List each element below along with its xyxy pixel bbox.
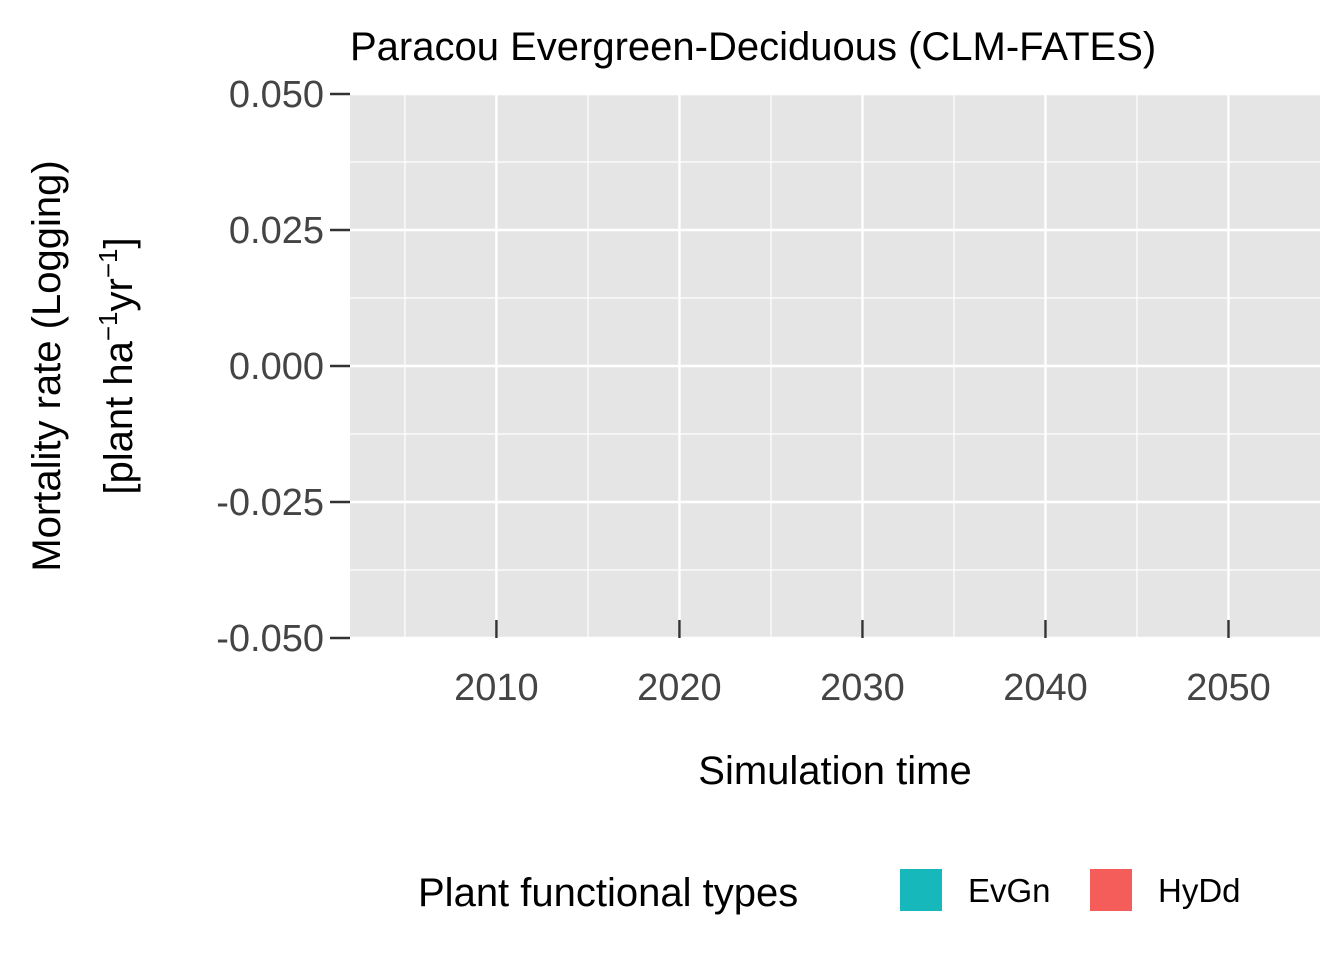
y-unit-close: ] (97, 237, 141, 248)
x-axis: 2010 2020 2030 2040 2050 (454, 620, 1271, 709)
y-unit-sup2: −1 (93, 249, 123, 279)
y-tick-label: 0.050 (229, 74, 324, 116)
y-unit-sup1: −1 (93, 311, 123, 341)
x-tick-label: 2010 (454, 667, 539, 709)
y-tick-label: 0.025 (229, 210, 324, 252)
y-unit-open: [plant ha (97, 340, 141, 494)
legend-label-hydd: HyDd (1158, 872, 1241, 909)
x-axis-title: Simulation time (698, 749, 971, 793)
legend-key-evgn (898, 867, 944, 913)
legend-title: Plant functional types (418, 871, 798, 915)
x-tick-label: 2040 (1003, 667, 1088, 709)
chart-title: Paracou Evergreen-Deciduous (CLM-FATES) (350, 25, 1156, 69)
x-tick-label: 2030 (820, 667, 905, 709)
y-axis-title: Mortality rate (Logging) [plant ha−1yr−1… (25, 160, 141, 571)
legend-key-hydd (1088, 867, 1134, 913)
y-axis: 0.050 0.025 0.000 -0.025 -0.050 (216, 74, 350, 660)
legend: Plant functional types EvGn HyDd (418, 867, 1241, 915)
y-unit-mid: yr (97, 278, 141, 311)
y-tick-label: -0.025 (216, 482, 324, 524)
y-axis-title-line2: [plant ha−1yr−1] (93, 237, 141, 494)
x-tick-label: 2050 (1186, 667, 1271, 709)
major-gridlines (350, 92, 1320, 640)
y-tick-label: 0.000 (229, 346, 324, 388)
y-axis-title-line1: Mortality rate (Logging) (25, 160, 69, 571)
legend-label-evgn: EvGn (968, 872, 1051, 909)
x-tick-label: 2020 (637, 667, 722, 709)
y-tick-label: -0.050 (216, 618, 324, 660)
